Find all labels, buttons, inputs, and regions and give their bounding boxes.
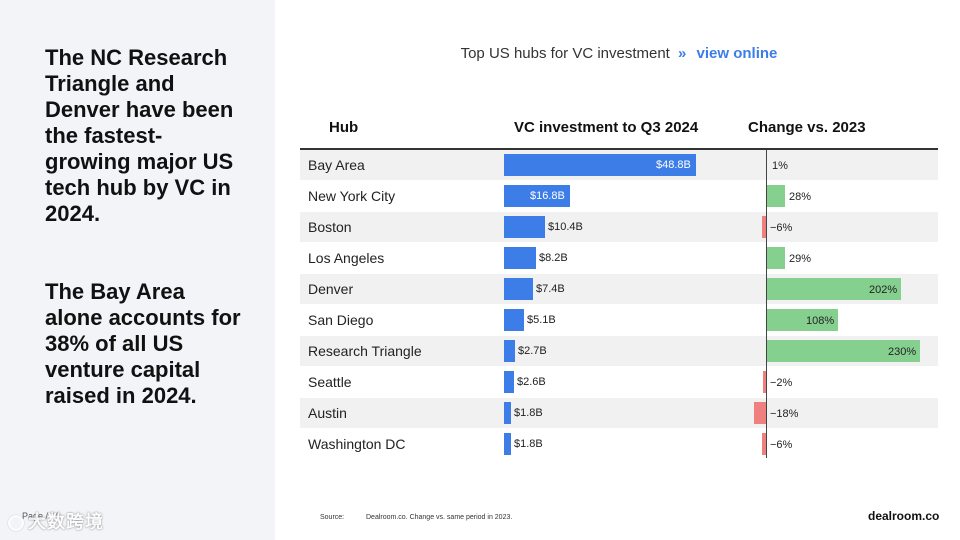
vc-value-label: $1.8B: [514, 438, 543, 450]
hub-name: Los Angeles: [308, 250, 385, 266]
change-bar: [762, 216, 766, 238]
change-bar: [766, 309, 838, 331]
hub-name: New York City: [308, 188, 396, 204]
vc-bar: [504, 309, 524, 331]
vc-value-label: $48.8B: [656, 159, 691, 171]
table-row: Boston $10.4B −6%: [300, 212, 938, 242]
vc-bar: [504, 185, 570, 207]
table-row: Research Triangle $2.7B 230%: [300, 336, 938, 366]
hub-name: Austin: [308, 405, 347, 421]
table-row: Los Angeles $8.2B 29%: [300, 243, 938, 273]
watermark-icon: [8, 515, 24, 532]
vc-value-label: $7.4B: [536, 283, 565, 295]
watermark-text: 大数跨境: [28, 512, 104, 532]
vc-bar: [504, 402, 511, 424]
view-online-link[interactable]: view online: [696, 45, 778, 62]
hub-name: Washington DC: [308, 436, 406, 452]
change-value-label: −2%: [770, 377, 793, 389]
change-value-label: −18%: [770, 408, 799, 420]
change-bar: [766, 247, 785, 269]
chart-title-text: Top US hubs for VC investment: [460, 45, 670, 62]
table-row: New York City $16.8B 28%: [300, 181, 938, 211]
change-bar: [766, 185, 785, 207]
vc-bar: [504, 247, 536, 269]
table-row: San Diego $5.1B 108%: [300, 305, 938, 335]
hub-name: Bay Area: [308, 157, 365, 173]
vc-bar: [504, 371, 514, 393]
hub-name: Research Triangle: [308, 343, 422, 359]
change-zero-line: [766, 150, 767, 458]
change-bar: [754, 402, 766, 424]
header-rule: [300, 148, 938, 150]
vc-bar: [504, 154, 696, 176]
table-row: Austin $1.8B −18%: [300, 398, 938, 428]
hub-name: San Diego: [308, 312, 374, 328]
change-value-label: 29%: [789, 253, 812, 265]
page-number: Page / 10: [22, 511, 61, 521]
column-header-change: Change vs. 2023: [748, 119, 866, 136]
vc-bar: [504, 433, 511, 455]
vc-bar: [504, 216, 545, 238]
change-value-label: 28%: [789, 191, 812, 203]
vc-value-label: $8.2B: [539, 252, 568, 264]
headline-primary: The NC Research Triangle and Denver have…: [45, 45, 234, 226]
hub-name: Boston: [308, 219, 352, 235]
chart-title: Top US hubs for VC investment » view onl…: [300, 45, 938, 62]
watermark: 大数跨境: [8, 508, 104, 534]
change-bar: [766, 278, 901, 300]
hub-name: Seattle: [308, 374, 352, 390]
hub-name: Denver: [308, 281, 354, 297]
source-label: Source:: [320, 514, 345, 521]
change-bar: [766, 340, 920, 362]
column-header-hub: Hub: [329, 119, 359, 136]
vc-value-label: $2.7B: [518, 345, 547, 357]
change-value-label: 1%: [772, 160, 788, 172]
change-bar: [762, 433, 766, 455]
vc-value-label: $10.4B: [548, 221, 583, 233]
chevron-right-icon: »: [678, 45, 687, 62]
column-header-vc: VC investment to Q3 2024: [514, 119, 699, 136]
table-row: Seattle $2.6B −2%: [300, 367, 938, 397]
table-row: Denver $7.4B 202%: [300, 274, 938, 304]
change-value-label: −6%: [770, 222, 793, 234]
vc-value-label: $2.6B: [517, 376, 546, 388]
headline-secondary: The Bay Area alone accounts for 38% of a…: [45, 279, 241, 408]
table-row: Washington DC $1.8B −6%: [300, 429, 938, 459]
vc-bar: [504, 278, 533, 300]
vc-bar: [504, 340, 515, 362]
vc-value-label: $1.8B: [514, 407, 543, 419]
change-value-label: 108%: [806, 315, 835, 327]
change-value-label: 202%: [869, 284, 898, 296]
left-panel: The NC Research Triangle and Denver have…: [0, 0, 275, 540]
source-text: Dealroom.co. Change vs. same period in 2…: [366, 514, 513, 521]
change-bar: [763, 371, 766, 393]
change-value-label: 230%: [888, 346, 917, 358]
vc-value-label: $5.1B: [527, 314, 556, 326]
dealroom-logo: dealroom.co: [868, 509, 940, 523]
vc-value-label: $16.8B: [530, 190, 565, 202]
change-value-label: −6%: [770, 439, 793, 451]
table-row: Bay Area $48.8B 1%: [300, 150, 938, 180]
